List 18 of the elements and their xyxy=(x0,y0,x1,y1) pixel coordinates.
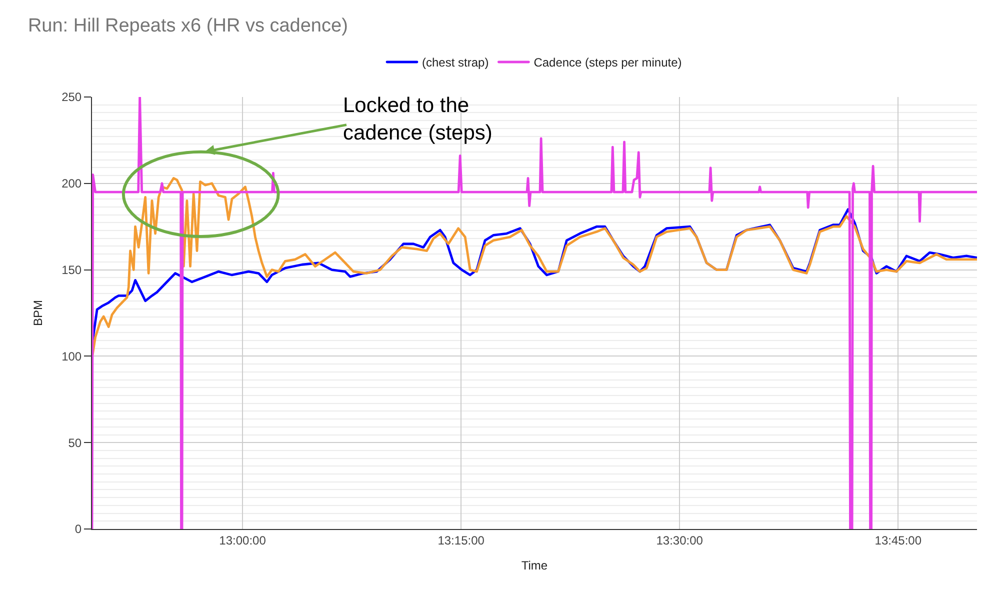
x-axis-title: Time xyxy=(521,558,548,572)
x-tick-label: 13:45:00 xyxy=(874,533,922,548)
chart-title: Run: Hill Repeats x6 (HR vs cadence) xyxy=(28,16,348,37)
legend-label: (chest strap) xyxy=(422,56,489,70)
y-tick-label: 250 xyxy=(62,90,82,104)
y-tick-label: 200 xyxy=(62,176,82,191)
x-tick-label: 13:15:00 xyxy=(438,533,485,548)
x-tick-label: 13:00:00 xyxy=(219,533,266,548)
legend-label: Cadence (steps per minute) xyxy=(534,56,682,70)
y-tick-label: 50 xyxy=(68,436,82,450)
line-series xyxy=(92,208,977,342)
annotation: Locked to the cadence (steps) xyxy=(343,94,492,144)
y-tick-label: 150 xyxy=(62,263,82,277)
y-tick-label: 100 xyxy=(62,349,82,364)
y-tick-label: 0 xyxy=(74,522,82,536)
x-tick-label: 13:30:00 xyxy=(656,533,704,548)
y-axis-title: BPM xyxy=(30,300,45,326)
line-series xyxy=(92,177,977,356)
